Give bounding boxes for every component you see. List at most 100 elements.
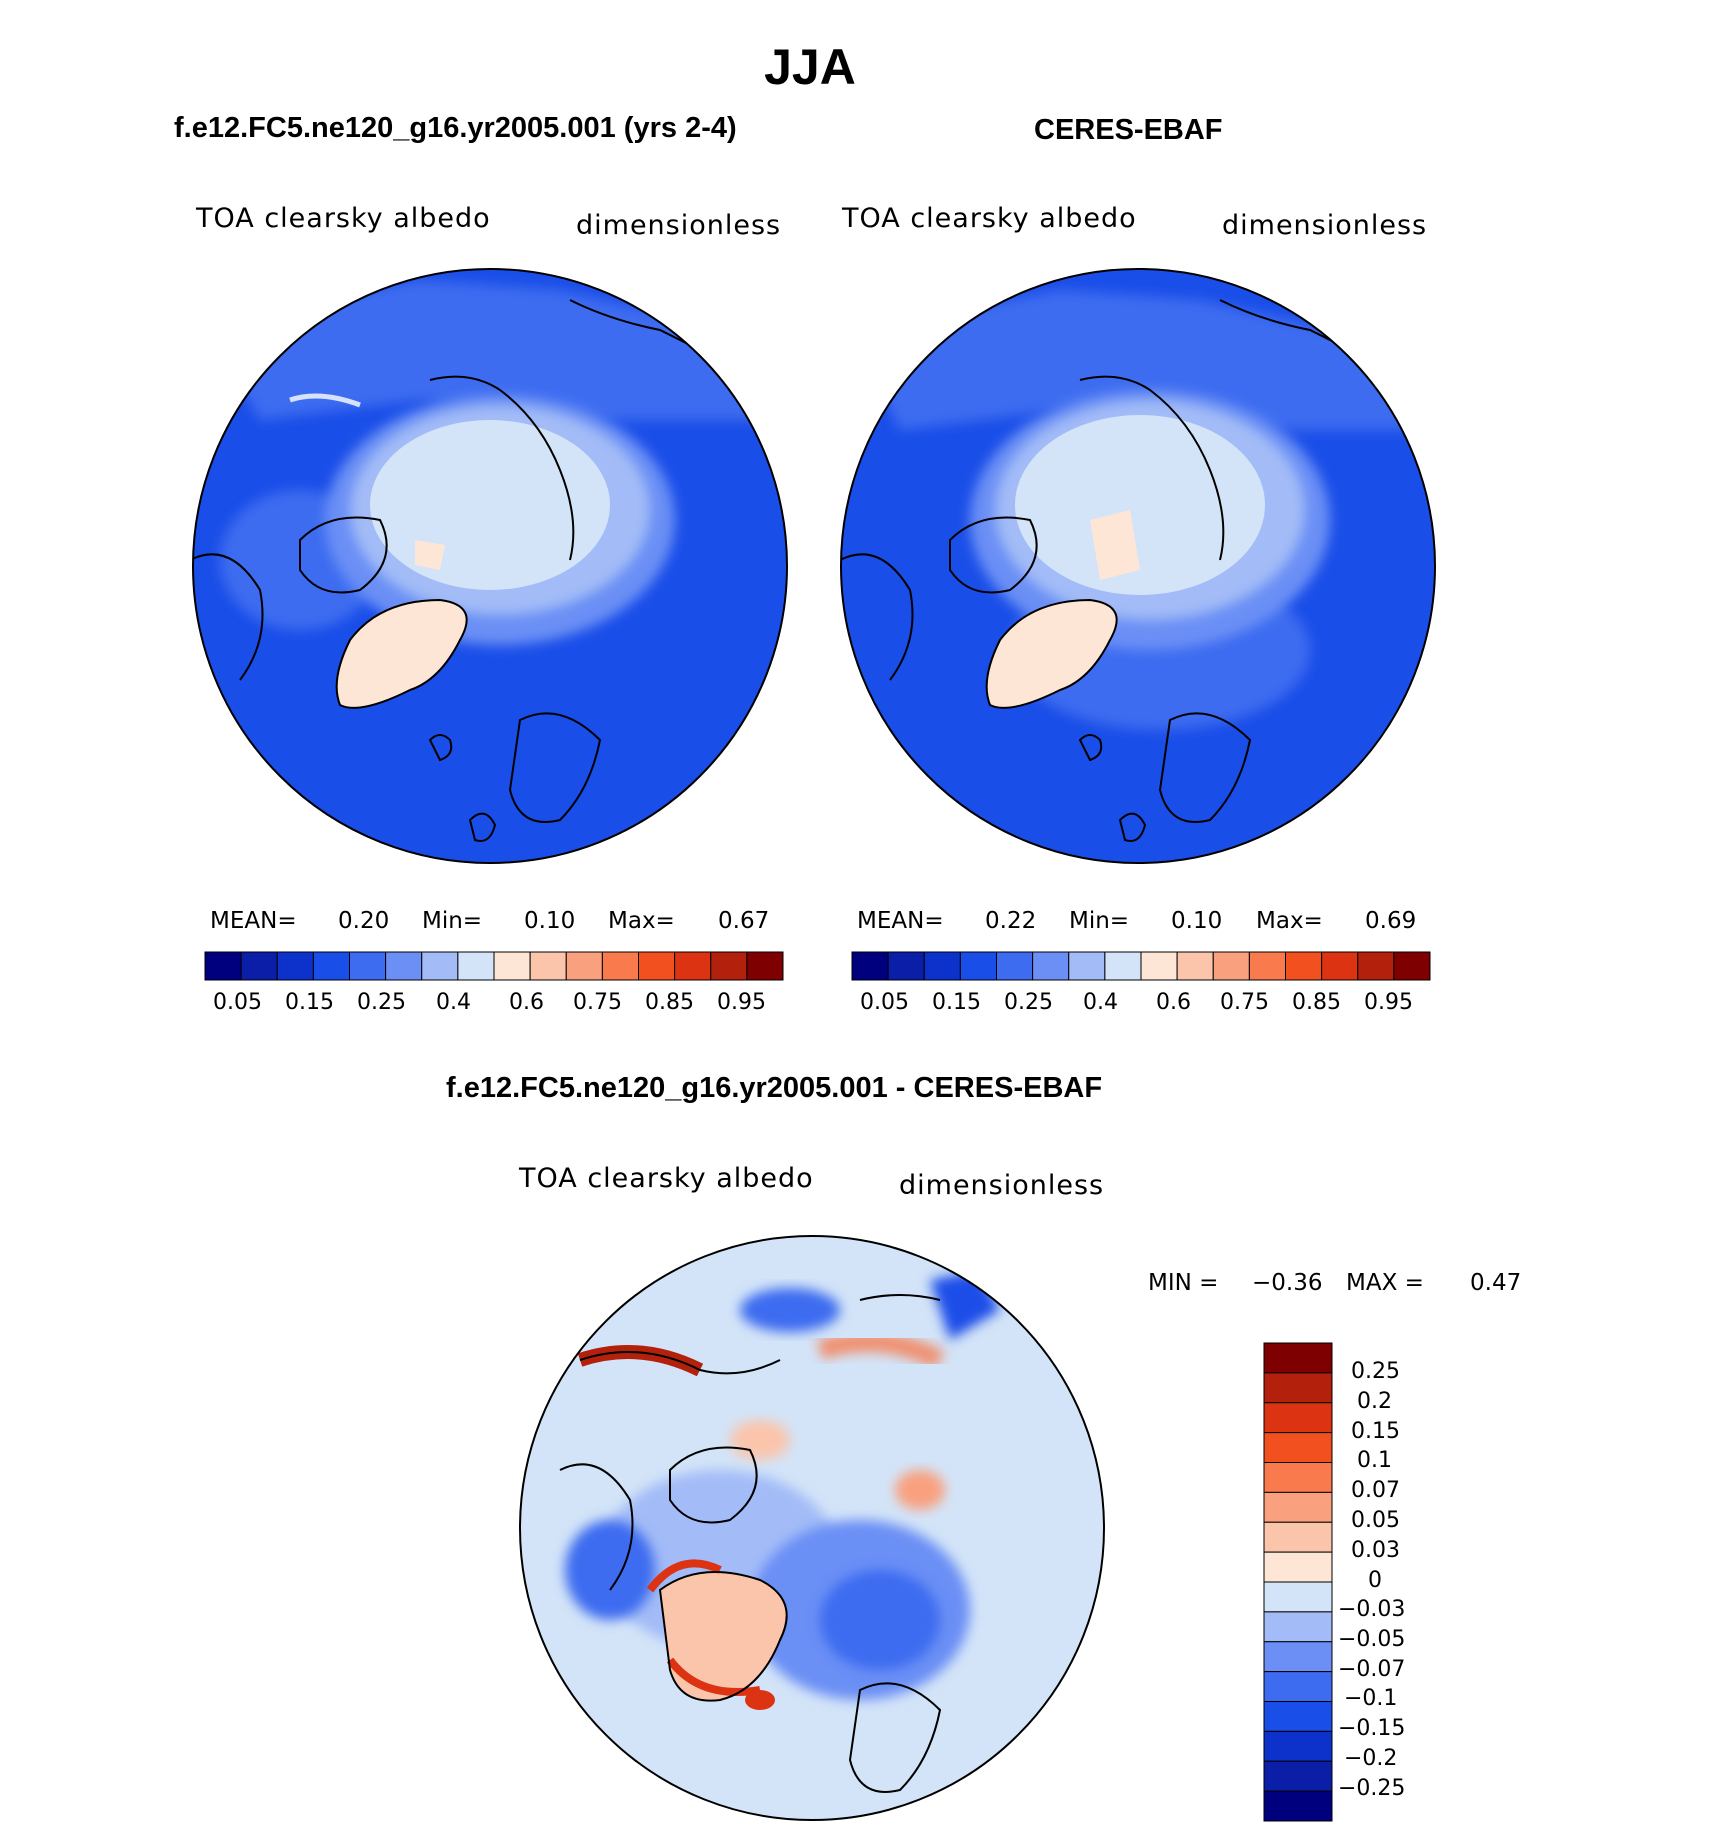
field-band (565, 1520, 655, 1620)
diff-cbar-label: −0.05 (1338, 1627, 1406, 1652)
colorbar-swatch (1263, 1730, 1333, 1762)
ice-cap-patch (1090, 510, 1140, 580)
coastline (193, 553, 264, 681)
obs-max-label: Max= (1256, 908, 1323, 934)
diff-min-label: MIN = (1148, 1270, 1219, 1296)
diff-cbar-label: −0.25 (1338, 1776, 1406, 1801)
diff-cbar-label: 0.15 (1351, 1419, 1400, 1444)
colorbar-swatch (385, 951, 423, 981)
coastline (949, 516, 1038, 594)
colorbar-swatch (851, 951, 889, 981)
obs-cbar-tick: 0.4 (1083, 990, 1118, 1015)
colorbar-swatch (1263, 1701, 1333, 1732)
field-band (740, 1288, 840, 1332)
map-boundary (519, 1235, 1105, 1821)
diff-polar-map (519, 1235, 1105, 1821)
model-cbar-tick: 0.05 (213, 990, 262, 1015)
arctic-sea-ice (370, 420, 610, 590)
field-band (200, 280, 780, 420)
model-cbar-tick: 0.4 (436, 990, 471, 1015)
coastline (1158, 712, 1252, 823)
greenland-ice-sheet (985, 598, 1118, 709)
colorbar-swatch (923, 951, 961, 981)
coastline (848, 1682, 942, 1793)
model-cbar-tick: 0.95 (717, 990, 766, 1015)
obs-variable-label: TOA clearsky albedo (842, 203, 1137, 234)
obs-cbar-tick: 0.25 (1004, 990, 1053, 1015)
model-units-label: dimensionless (576, 210, 782, 241)
colorbar-swatch (1263, 1342, 1333, 1374)
colorbar-swatch (312, 951, 350, 981)
field-band (820, 1570, 940, 1670)
diff-cbar-label: 0.05 (1351, 1508, 1400, 1533)
greenland-ice-sheet (335, 598, 468, 709)
colorbar-swatch (1263, 1581, 1333, 1613)
obs-min-value: 0.10 (1171, 908, 1223, 934)
obs-max-value: 0.69 (1365, 908, 1417, 934)
obs-cbar-tick: 0.75 (1220, 990, 1269, 1015)
diff-cbar-label: 0.07 (1351, 1478, 1400, 1503)
colorbar-swatch (529, 951, 567, 981)
obs-mean-value: 0.22 (985, 908, 1037, 934)
colorbar-swatch (240, 951, 278, 981)
colorbar-swatch (674, 951, 712, 981)
colorbar-swatch (746, 951, 784, 981)
model-min-value: 0.10 (524, 908, 576, 934)
positive-anomaly (816, 1332, 945, 1370)
diff-cbar-label: 0 (1368, 1568, 1382, 1593)
diff-units-label: dimensionless (899, 1170, 1105, 1201)
coastline (859, 1294, 941, 1301)
colorbar-swatch (1285, 951, 1323, 981)
greenland-anomaly (660, 1572, 787, 1701)
model-mean-value: 0.20 (338, 908, 390, 934)
diff-cbar-label: 0.25 (1351, 1359, 1400, 1384)
diff-max-label: MAX = (1346, 1270, 1424, 1296)
colorbar-swatch (996, 951, 1034, 981)
diff-min-value: −0.36 (1252, 1270, 1323, 1296)
snow-streak (289, 393, 361, 408)
diff-cbar-label: −0.15 (1338, 1716, 1406, 1741)
colorbar-swatch (710, 951, 748, 981)
diff-max-value: 0.47 (1470, 1270, 1522, 1296)
positive-anomaly (666, 1657, 761, 1696)
obs-cbar-tick: 0.85 (1292, 990, 1341, 1015)
colorbar-swatch (493, 951, 531, 981)
diff-cbar-label: 0.2 (1357, 1389, 1392, 1414)
colorbar-swatch (1393, 951, 1431, 981)
model-mean-label: MEAN= (210, 908, 297, 934)
obs-cbar-tick: 0.95 (1364, 990, 1413, 1015)
model-cbar-tick: 0.85 (645, 990, 694, 1015)
figure-title: JJA (764, 39, 856, 95)
coastline (508, 712, 602, 823)
diff-cbar-label: −0.07 (1338, 1657, 1406, 1682)
colorbar-swatch (887, 951, 925, 981)
colorbar-swatch (421, 951, 459, 981)
colorbar-swatch (1263, 1432, 1333, 1463)
model-cbar-tick: 0.75 (573, 990, 622, 1015)
coastline (1079, 375, 1225, 561)
colorbar-swatch (1068, 951, 1106, 981)
colorbar-swatch (1263, 1611, 1333, 1643)
model-cbar-tick: 0.6 (509, 990, 544, 1015)
field-band (850, 290, 1420, 430)
colorbar-swatch (1263, 1790, 1333, 1822)
obs-units-label: dimensionless (1222, 210, 1428, 241)
colorbar-swatch (638, 951, 676, 981)
coastline (1078, 734, 1103, 762)
obs-polar-map (840, 268, 1436, 864)
diff-cbar-label: 0.03 (1351, 1538, 1400, 1563)
obs-cbar-tick: 0.15 (932, 990, 981, 1015)
obs-min-label: Min= (1069, 908, 1130, 934)
coastline (841, 553, 914, 681)
model-polar-map (192, 268, 788, 864)
colorbar-swatch (1032, 951, 1070, 981)
diff-cbar-label: −0.1 (1344, 1686, 1398, 1711)
diff-cbar-label: −0.2 (1344, 1746, 1398, 1771)
diff-panel-title: f.e12.FC5.ne120_g16.yr2005.001 - CERES-E… (446, 1072, 1103, 1104)
colorbar-swatch (1140, 951, 1178, 981)
colorbar-swatch (1263, 1372, 1333, 1404)
colorbar-swatch (959, 951, 997, 981)
colorbar-swatch (1263, 1641, 1333, 1673)
colorbar-swatch (1212, 951, 1250, 981)
coastline (468, 812, 497, 842)
